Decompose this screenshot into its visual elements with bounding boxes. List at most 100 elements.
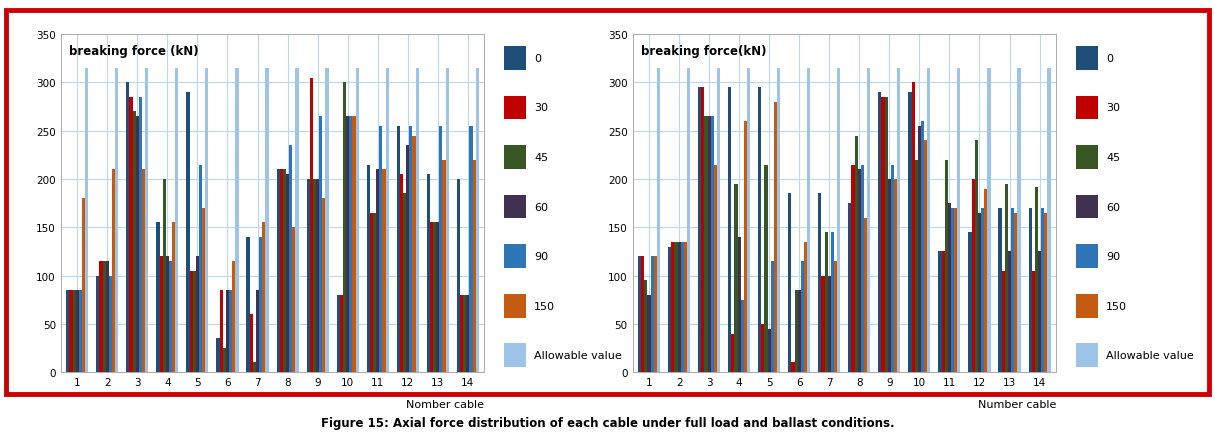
Bar xyxy=(186,93,190,372)
Bar xyxy=(469,127,473,372)
Text: breaking force (kN): breaking force (kN) xyxy=(69,45,199,58)
Bar xyxy=(798,290,801,372)
Bar xyxy=(945,160,948,372)
Bar xyxy=(764,165,768,372)
Bar xyxy=(159,257,163,372)
FancyBboxPatch shape xyxy=(504,245,526,268)
Bar xyxy=(373,213,377,372)
Bar xyxy=(205,69,209,372)
Bar xyxy=(951,208,954,372)
Bar xyxy=(728,88,731,372)
Bar xyxy=(265,69,269,372)
Bar xyxy=(984,189,988,372)
Bar xyxy=(279,170,283,372)
Bar xyxy=(795,290,798,372)
Bar xyxy=(1038,252,1041,372)
FancyBboxPatch shape xyxy=(1075,96,1097,120)
Bar xyxy=(915,160,917,372)
Bar xyxy=(440,127,442,372)
Bar xyxy=(100,261,102,372)
FancyBboxPatch shape xyxy=(1075,245,1097,268)
Bar xyxy=(807,69,810,372)
FancyBboxPatch shape xyxy=(504,96,526,120)
Bar xyxy=(648,295,650,372)
Bar xyxy=(974,141,978,372)
Bar xyxy=(175,69,179,372)
Bar xyxy=(897,69,900,372)
Bar xyxy=(132,112,136,372)
Bar xyxy=(286,175,289,372)
Bar xyxy=(885,98,888,372)
Bar xyxy=(1015,213,1017,372)
FancyBboxPatch shape xyxy=(1075,47,1097,71)
Text: Number cable: Number cable xyxy=(978,399,1056,409)
Bar xyxy=(717,69,720,372)
Bar xyxy=(457,180,460,372)
Bar xyxy=(253,363,256,372)
Bar xyxy=(430,223,433,372)
Bar xyxy=(236,69,238,372)
Bar xyxy=(1008,252,1011,372)
Bar xyxy=(804,242,807,372)
Bar xyxy=(112,170,115,372)
Bar xyxy=(473,160,475,372)
Text: 45: 45 xyxy=(535,152,548,162)
Bar xyxy=(1029,208,1032,372)
Bar xyxy=(833,261,837,372)
Text: 60: 60 xyxy=(535,202,548,212)
Bar xyxy=(277,170,279,372)
Bar xyxy=(864,218,868,372)
Bar xyxy=(957,69,961,372)
Bar xyxy=(848,204,852,372)
Bar xyxy=(467,295,469,372)
Text: 30: 30 xyxy=(535,103,548,113)
Bar xyxy=(475,69,479,372)
Text: 0: 0 xyxy=(1106,54,1113,64)
Bar xyxy=(837,69,841,372)
FancyBboxPatch shape xyxy=(504,344,526,367)
Bar xyxy=(642,257,644,372)
Bar xyxy=(818,194,821,372)
Text: Allowable value: Allowable value xyxy=(535,350,622,360)
Bar xyxy=(1005,184,1008,372)
Bar xyxy=(340,295,343,372)
Bar xyxy=(109,276,112,372)
Bar xyxy=(644,281,648,372)
FancyBboxPatch shape xyxy=(504,195,526,219)
Bar xyxy=(707,117,711,372)
Bar xyxy=(1001,271,1005,372)
FancyBboxPatch shape xyxy=(1075,294,1097,318)
Bar xyxy=(369,213,373,372)
Bar xyxy=(878,93,881,372)
Bar xyxy=(283,170,286,372)
Bar xyxy=(789,194,791,372)
Bar xyxy=(226,290,230,372)
Bar xyxy=(349,117,352,372)
Bar xyxy=(778,69,780,372)
Bar xyxy=(412,136,416,372)
Bar xyxy=(169,261,173,372)
Bar xyxy=(925,141,927,372)
Bar xyxy=(115,69,118,372)
Bar xyxy=(827,276,831,372)
Text: breaking force(kN): breaking force(kN) xyxy=(642,45,767,58)
Bar xyxy=(711,117,714,372)
FancyBboxPatch shape xyxy=(1075,344,1097,367)
Bar xyxy=(293,228,295,372)
Bar xyxy=(854,136,858,372)
Bar xyxy=(196,257,199,372)
Bar xyxy=(436,223,440,372)
Bar xyxy=(741,300,744,372)
Bar xyxy=(306,180,310,372)
Bar xyxy=(409,127,412,372)
Bar xyxy=(1017,69,1021,372)
Bar xyxy=(768,329,770,372)
FancyBboxPatch shape xyxy=(504,294,526,318)
Bar xyxy=(680,242,684,372)
Bar xyxy=(249,314,253,372)
Bar xyxy=(216,339,220,372)
Bar xyxy=(734,184,738,372)
Bar xyxy=(326,69,328,372)
Bar xyxy=(981,208,984,372)
Bar xyxy=(770,261,774,372)
